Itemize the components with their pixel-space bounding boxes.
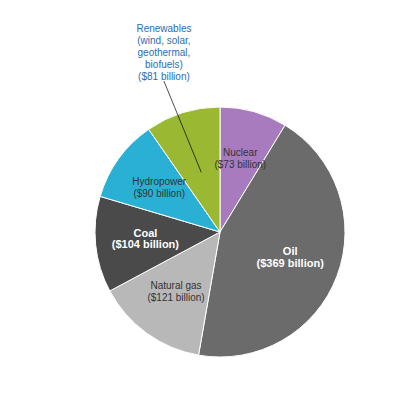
label-line: Hydropower bbox=[132, 176, 187, 187]
slice-label: Natural gas($121 billion) bbox=[147, 280, 204, 303]
pie bbox=[95, 107, 345, 357]
label-line: geothermal, bbox=[138, 47, 191, 58]
slice-label: Oil($369 billion) bbox=[257, 245, 325, 269]
label-line: ($369 billion) bbox=[257, 257, 325, 269]
label-line: ($81 billion) bbox=[138, 71, 190, 82]
label-line: ($104 billion) bbox=[112, 238, 180, 250]
label-line: ($121 billion) bbox=[147, 292, 204, 303]
labels: Nuclear($73 billion) Oil($369 billion) Nat… bbox=[112, 23, 324, 304]
label-line: Renewables bbox=[136, 23, 191, 34]
label-line: Natural gas bbox=[150, 280, 201, 291]
pie-slice bbox=[110, 232, 220, 355]
label-line: ($73 billion) bbox=[214, 159, 266, 170]
leader-line bbox=[164, 81, 201, 172]
slice-label: Coal($104 billion) bbox=[112, 226, 180, 250]
label-line: Coal bbox=[133, 226, 157, 238]
label-line: biofuels) bbox=[145, 59, 183, 70]
annotation: Renewables(wind, solar,geothermal,biofue… bbox=[136, 23, 191, 82]
chart: Nuclear($73 billion) Oil($369 billion) Nat… bbox=[0, 0, 403, 413]
label-line: ($90 billion) bbox=[133, 188, 185, 199]
slice-label: Hydropower($90 billion) bbox=[132, 176, 187, 199]
label-line: (wind, solar, bbox=[137, 35, 190, 46]
label-line: Nuclear bbox=[223, 147, 258, 158]
pie-slice bbox=[199, 125, 345, 357]
label-line: Oil bbox=[283, 245, 298, 257]
pie-slice bbox=[149, 107, 220, 232]
slice-label: Nuclear($73 billion) bbox=[214, 147, 266, 170]
